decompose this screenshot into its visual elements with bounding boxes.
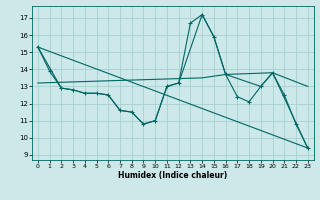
X-axis label: Humidex (Indice chaleur): Humidex (Indice chaleur) (118, 171, 228, 180)
